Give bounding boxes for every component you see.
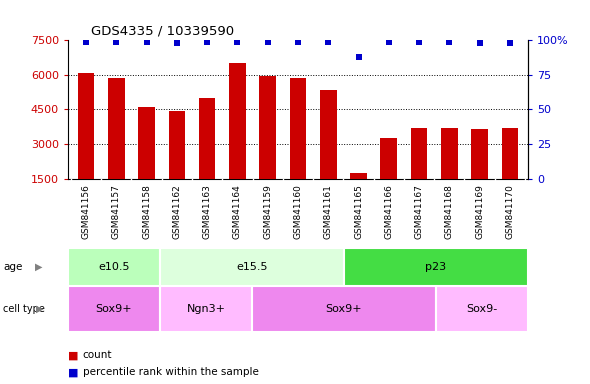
Point (323, 39, 333, 45)
Text: e10.5: e10.5 (98, 262, 130, 272)
Text: GSM841162: GSM841162 (172, 184, 181, 239)
Point (232, 39, 242, 45)
Point (293, 39, 303, 45)
Text: ■: ■ (68, 367, 78, 377)
Bar (229, 63, 245, 213)
Bar (260, 76, 276, 213)
Text: GSM841170: GSM841170 (506, 184, 514, 239)
Text: GSM841160: GSM841160 (293, 184, 303, 239)
Bar (138, 107, 155, 213)
Text: Ngn3+: Ngn3+ (186, 304, 225, 314)
Text: Sox9+: Sox9+ (96, 304, 132, 314)
Bar (290, 78, 306, 213)
Bar (169, 111, 185, 213)
Bar (502, 128, 518, 213)
Point (263, 39, 273, 45)
Text: ▶: ▶ (35, 262, 42, 272)
Text: GSM841168: GSM841168 (445, 184, 454, 239)
Text: GSM841166: GSM841166 (384, 184, 394, 239)
Point (384, 39, 394, 45)
Bar (350, 173, 367, 213)
Bar (344, 248, 528, 286)
Bar (160, 248, 344, 286)
Bar (68, 286, 160, 332)
Text: GSM841156: GSM841156 (81, 184, 90, 239)
Text: GSM841158: GSM841158 (142, 184, 151, 239)
Text: GDS4335 / 10339590: GDS4335 / 10339590 (91, 25, 234, 38)
Bar (108, 78, 124, 213)
Bar (411, 128, 427, 213)
Text: GSM841164: GSM841164 (233, 184, 242, 239)
Bar (252, 286, 436, 332)
Bar (199, 98, 215, 213)
Text: GSM841169: GSM841169 (475, 184, 484, 239)
Point (505, 40, 514, 46)
Text: Sox9+: Sox9+ (326, 304, 362, 314)
Point (142, 39, 151, 45)
Text: e15.5: e15.5 (236, 262, 268, 272)
Text: ■: ■ (68, 350, 78, 360)
Point (202, 39, 212, 45)
Point (172, 40, 182, 46)
Bar (436, 286, 528, 332)
Bar (78, 73, 94, 213)
Bar (441, 128, 458, 213)
Text: GSM841163: GSM841163 (202, 184, 212, 239)
Bar (320, 90, 336, 213)
Text: GSM841159: GSM841159 (263, 184, 272, 239)
Point (414, 39, 424, 45)
Text: count: count (83, 350, 112, 360)
Point (445, 39, 454, 45)
Text: GSM841157: GSM841157 (112, 184, 121, 239)
Point (81, 39, 91, 45)
Bar (160, 286, 252, 332)
Text: cell type: cell type (3, 304, 45, 314)
Text: p23: p23 (425, 262, 447, 272)
Point (354, 54, 363, 60)
Text: percentile rank within the sample: percentile rank within the sample (83, 367, 258, 377)
Text: GSM841167: GSM841167 (415, 184, 424, 239)
Bar (68, 248, 160, 286)
Text: GSM841165: GSM841165 (354, 184, 363, 239)
Text: Sox9-: Sox9- (467, 304, 497, 314)
Text: GSM841161: GSM841161 (324, 184, 333, 239)
Text: age: age (3, 262, 22, 272)
Point (112, 39, 121, 45)
Bar (381, 138, 397, 213)
Bar (471, 129, 488, 213)
Text: ▶: ▶ (37, 304, 44, 314)
Point (475, 40, 484, 46)
